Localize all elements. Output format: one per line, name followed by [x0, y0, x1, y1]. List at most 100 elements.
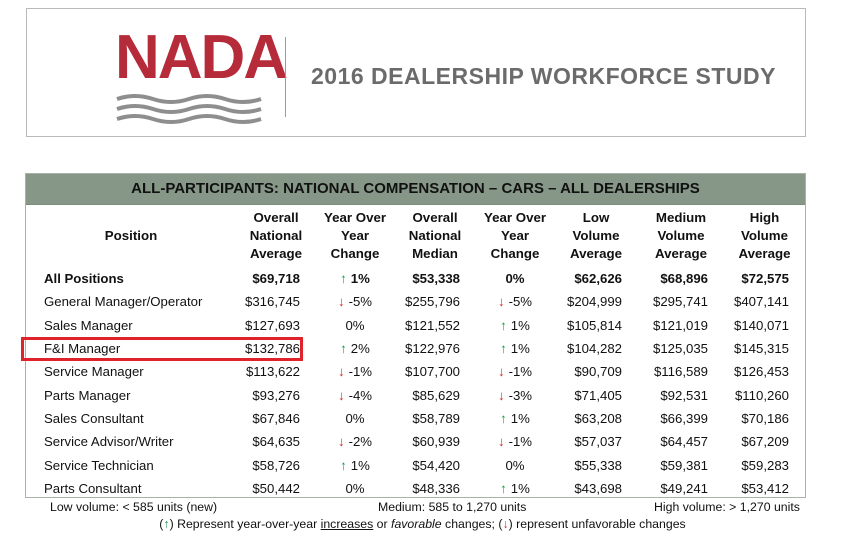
legend-text: or: [373, 517, 392, 531]
legend-favorable: favorable: [391, 517, 442, 531]
change-value: -5%: [348, 294, 373, 310]
up-arrow-icon: ↑: [500, 480, 507, 496]
study-title: 2016 DEALERSHIP WORKFORCE STUDY: [311, 63, 776, 89]
change-value: -2%: [348, 434, 373, 450]
row-position: Parts Consultant: [44, 480, 142, 496]
up-arrow-icon: ↑: [340, 271, 347, 287]
change-value: 0%: [345, 480, 365, 496]
row-overall-average: $67,846: [252, 410, 300, 426]
header-row: Position Overall National Average Year O…: [26, 205, 805, 267]
row-low-volume: $57,037: [574, 434, 622, 450]
col-yoy-average: Year Over Year Change: [316, 205, 394, 267]
row-overall-average: $64,635: [252, 434, 300, 450]
row-high-volume: $110,260: [734, 387, 789, 403]
row-medium-volume: $64,457: [660, 434, 708, 450]
col-overall-average-line: Average: [250, 246, 302, 261]
table-row: General Manager/Operator $316,745 ↓ -5% $255…: [26, 290, 805, 313]
row-overall-median: $53,338: [412, 271, 460, 287]
row-overall-median: $121,552: [404, 317, 460, 333]
row-high-volume: $145,315: [733, 341, 789, 357]
row-medium-volume: $68,896: [660, 271, 708, 287]
row-position: Sales Consultant: [44, 410, 144, 426]
up-arrow-icon: ↑: [500, 341, 507, 357]
col-overall-average-line: Overall: [253, 210, 299, 225]
row-position: Sales Manager: [44, 317, 133, 333]
logo-text: NADA: [115, 23, 288, 92]
row-yoy-median: ↓ -1%: [476, 360, 554, 383]
footer-low-volume: Low volume: < 585 units (new): [50, 500, 218, 514]
up-arrow-icon: ↑: [500, 317, 507, 333]
row-medium-volume: $49,241: [660, 480, 708, 496]
row-high-volume: $59,283: [741, 457, 789, 473]
change-value: 1%: [510, 410, 530, 426]
col-overall-median-line: National: [408, 228, 462, 243]
col-yoy-median-line: Year Change: [490, 228, 540, 261]
col-low-volume: Low Volume Average: [554, 205, 638, 267]
row-yoy-median: ↑ 1%: [476, 337, 554, 360]
row-medium-volume: $121,019: [652, 317, 708, 333]
row-yoy-median: ↓ -3%: [476, 383, 554, 406]
logo-waves-icon: [116, 94, 262, 124]
col-overall-average-line: National: [249, 228, 303, 243]
col-high-volume-line: Average: [738, 246, 791, 261]
col-overall-median: Overall National Median: [394, 205, 476, 267]
change-value: -4%: [348, 387, 373, 403]
table-row: Sales Consultant $67,846 0% $58,789 ↑ 1% $63,2…: [26, 407, 805, 430]
change-value: 1%: [350, 457, 370, 473]
row-yoy-median: ↑ 1%: [476, 407, 554, 430]
col-yoy-median-line: Year Over: [483, 210, 547, 225]
table-row: Service Technician $58,726 ↑ 1% $54,420 0% $55…: [26, 453, 805, 476]
table-row: Sales Manager $127,693 0% $121,552 ↑ 1% $105,8…: [26, 314, 805, 337]
row-yoy-median: ↑ 1%: [476, 477, 554, 497]
change-value: -1%: [508, 364, 533, 380]
col-low-volume-line: Volume: [572, 228, 620, 243]
col-yoy-median: Year Over Year Change: [476, 205, 554, 267]
col-medium-volume-line: Volume: [657, 228, 705, 243]
table-row: Service Advisor/Writer $64,635 ↓ -2% $60,939…: [26, 430, 805, 453]
compensation-grid: Position Overall National Average Year O…: [26, 205, 805, 497]
row-medium-volume: $125,035: [652, 341, 708, 357]
row-yoy-average: ↑ 2%: [316, 337, 394, 360]
footer-medium-volume: Medium: 585 to 1,270 units: [378, 500, 527, 514]
col-yoy-average-line: Year Over: [323, 210, 387, 225]
row-high-volume: $67,209: [741, 434, 789, 450]
change-value: 1%: [510, 317, 530, 333]
up-arrow-icon: ↑: [340, 341, 347, 357]
col-high-volume: High Volume Average: [724, 205, 805, 267]
col-high-volume-line: Volume: [740, 228, 789, 243]
legend-paren: (: [159, 517, 164, 531]
change-value: 0%: [505, 271, 525, 287]
change-value: 1%: [510, 480, 530, 496]
row-overall-average: $113,622: [245, 364, 300, 380]
table-row: Service Manager $113,622 ↓ -1% $107,700 ↓ -1% $…: [26, 360, 805, 383]
change-value: -1%: [508, 434, 533, 450]
down-arrow-icon: ↓: [337, 434, 345, 450]
change-value: -5%: [508, 294, 533, 310]
row-position: General Manager/Operator: [44, 294, 203, 310]
report-header: NADA 2016 DEALERSHIP WORKFORCE STUDY: [26, 8, 806, 137]
row-overall-median: $54,420: [412, 457, 460, 473]
table-row: All Positions $69,718 ↑ 1% $53,338 0% $62,626 $…: [26, 267, 805, 290]
change-value: 0%: [345, 317, 365, 333]
col-position: Position: [104, 228, 158, 243]
row-overall-average: $50,442: [252, 480, 300, 496]
row-low-volume: $105,814: [566, 317, 622, 333]
row-position: Service Advisor/Writer: [44, 434, 174, 450]
row-overall-median: $48,336: [412, 480, 460, 496]
row-yoy-median: ↓ -1%: [476, 430, 554, 453]
row-low-volume: $63,208: [574, 410, 622, 426]
row-high-volume: $126,453: [733, 364, 789, 380]
row-low-volume: $62,626: [574, 271, 622, 287]
col-overall-median-line: Median: [412, 246, 458, 261]
row-low-volume: $104,282: [566, 341, 622, 357]
legend-text: ) Represent year-over-year: [169, 517, 321, 531]
row-overall-median: $122,976: [404, 341, 460, 357]
row-overall-average: $93,276: [252, 387, 300, 403]
table-row: Parts Consultant $50,442 0% $48,336 ↑ 1% $43,6…: [26, 477, 805, 497]
row-yoy-average: 0%: [316, 477, 394, 497]
row-overall-median: $255,796: [404, 294, 460, 310]
col-medium-volume-line: Medium: [655, 210, 707, 225]
row-overall-median: $107,700: [404, 364, 460, 380]
table-row: Parts Manager $93,276 ↓ -4% $85,629 ↓ -3% $71,4…: [26, 383, 805, 406]
row-low-volume: $55,338: [574, 457, 622, 473]
